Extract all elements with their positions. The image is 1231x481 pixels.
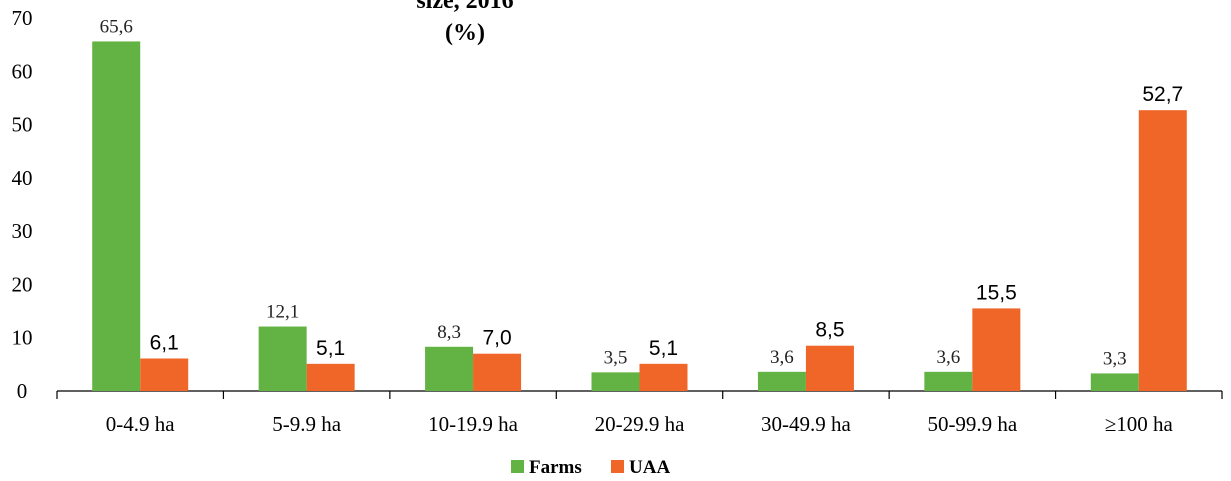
legend-label-farms: Farms bbox=[529, 457, 582, 478]
uaa-bar bbox=[306, 363, 355, 391]
uaa-bar bbox=[639, 363, 688, 391]
x-category-label: 5-9.9 ha bbox=[272, 412, 341, 436]
uaa-data-label: 15,5 bbox=[976, 281, 1017, 304]
x-category-label: 30-49.9 ha bbox=[761, 412, 851, 436]
uaa-bar bbox=[1138, 110, 1187, 391]
farms-data-label: 3,3 bbox=[1103, 348, 1127, 369]
x-category-label: 20-29.9 ha bbox=[595, 412, 685, 436]
chart-title-line-1: size, 2016 bbox=[416, 0, 513, 14]
uaa-data-label: 5,1 bbox=[649, 337, 678, 360]
uaa-data-label: 8,5 bbox=[815, 319, 844, 342]
farms-bar bbox=[924, 371, 973, 391]
bar-labels: 65,6 6,1 12,1 5,1 8,3 7,0 3,5 5,1 3,6 8,5 3,6 15,5 3… bbox=[100, 16, 1184, 369]
uaa-data-label: 7,0 bbox=[482, 327, 511, 350]
legend-swatch-farms bbox=[511, 460, 524, 473]
farms-data-label: 3,5 bbox=[604, 347, 628, 368]
x-category-label: 10-19.9 ha bbox=[428, 412, 518, 436]
uaa-bar bbox=[473, 353, 522, 391]
farms-bar bbox=[1090, 373, 1139, 391]
farms-data-label: 8,3 bbox=[437, 322, 461, 343]
farms-data-label: 12,1 bbox=[266, 302, 299, 323]
y-tick-label: 20 bbox=[12, 272, 33, 296]
x-category-label: 50-99.9 ha bbox=[927, 412, 1017, 436]
bars bbox=[92, 41, 1187, 392]
category-labels: 0-4.9 ha 5-9.9 ha 10-19.9 ha 20-29.9 ha 30-4… bbox=[106, 412, 1174, 436]
x-category-label: ≥100 ha bbox=[1105, 412, 1174, 436]
uaa-bar bbox=[972, 308, 1021, 391]
x-category-label: 0-4.9 ha bbox=[106, 412, 175, 436]
uaa-bar bbox=[805, 345, 854, 391]
chart-title-line-2: (%) bbox=[445, 20, 485, 46]
farms-bar bbox=[425, 346, 474, 391]
y-tick-label: 0 bbox=[17, 379, 28, 403]
x-axis-tickmarks bbox=[56, 391, 1223, 399]
y-tick-label: 70 bbox=[12, 6, 33, 30]
legend-swatch-uaa bbox=[611, 460, 624, 473]
farms-bar bbox=[757, 371, 806, 391]
y-tick-label: 30 bbox=[12, 219, 33, 243]
legend-label-uaa: UAA bbox=[629, 457, 670, 478]
farms-bar bbox=[591, 372, 640, 391]
y-axis-ticks: 0 10 20 30 40 50 60 70 bbox=[12, 6, 33, 403]
y-tick-label: 10 bbox=[12, 326, 33, 350]
chart-title: size, 2016 (%) bbox=[416, 0, 513, 46]
uaa-data-label: 52,7 bbox=[1142, 83, 1183, 106]
y-tick-label: 60 bbox=[12, 59, 33, 83]
y-tick-label: 40 bbox=[12, 166, 33, 190]
farms-data-label: 65,6 bbox=[100, 16, 133, 37]
uaa-data-label: 5,1 bbox=[316, 337, 345, 360]
legend: Farms UAA bbox=[511, 457, 670, 478]
uaa-data-label: 6,1 bbox=[150, 331, 179, 354]
farms-bar bbox=[92, 41, 141, 392]
y-tick-label: 50 bbox=[12, 113, 33, 137]
farms-data-label: 3,6 bbox=[936, 347, 960, 368]
uaa-bar bbox=[140, 358, 189, 391]
farms-bar bbox=[258, 326, 307, 391]
farms-data-label: 3,6 bbox=[770, 347, 794, 368]
